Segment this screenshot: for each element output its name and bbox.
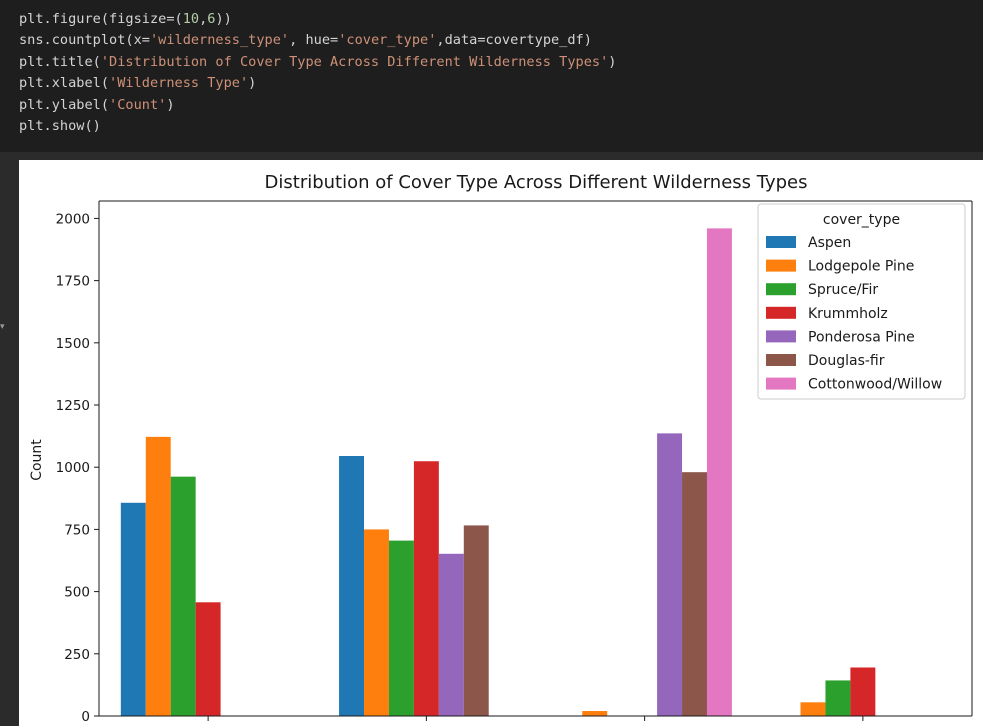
legend-swatch xyxy=(766,306,796,319)
legend-swatch xyxy=(766,283,796,296)
cell-output: Distribution of Cover Type Across Differ… xyxy=(19,160,983,726)
bar xyxy=(364,529,389,716)
bar xyxy=(145,436,171,716)
legend-label: Cottonwood/Willow xyxy=(808,377,942,393)
y-tick-label: 1250 xyxy=(56,398,90,414)
bars-group xyxy=(120,228,876,716)
y-tick-label: 750 xyxy=(64,522,90,538)
legend-label: Lodgepole Pine xyxy=(808,259,914,275)
bar xyxy=(339,456,365,716)
code-cell[interactable]: plt.figure(figsize=(10,6)) sns.countplot… xyxy=(0,0,983,152)
bar xyxy=(800,702,826,716)
output-gutter: ▾ xyxy=(0,152,19,726)
legend-swatch xyxy=(766,377,796,390)
legend-frame xyxy=(757,203,966,400)
code-line: plt.ylabel('Count') xyxy=(19,96,175,113)
bar xyxy=(657,433,683,716)
legend-swatch xyxy=(766,236,796,248)
legend-swatch xyxy=(766,330,796,343)
bar xyxy=(120,502,146,716)
legend: cover_type Aspen Lodgepole Pine Spruce/Fir K… xyxy=(757,203,966,400)
bar xyxy=(825,680,851,716)
y-tick-label: 250 xyxy=(64,647,90,663)
bar xyxy=(682,472,707,716)
legend-label: Spruce/Fir xyxy=(808,282,878,298)
bar xyxy=(413,461,439,716)
legend-swatch xyxy=(766,354,796,366)
code-line: sns.countplot(x='wilderness_type', hue='… xyxy=(19,32,592,49)
bar xyxy=(195,602,221,716)
legend-label: Krummholz xyxy=(808,306,888,322)
legend-title: cover_type xyxy=(823,212,900,228)
bar xyxy=(438,553,464,716)
y-axis-label: Count xyxy=(29,439,45,481)
y-tick-label: 1000 xyxy=(56,460,90,476)
chart-title: Distribution of Cover Type Across Differ… xyxy=(265,172,808,193)
collapse-output-icon[interactable]: ▾ xyxy=(0,322,5,332)
code-block[interactable]: plt.figure(figsize=(10,6)) sns.countplot… xyxy=(19,9,616,137)
bar xyxy=(463,525,489,716)
y-tick-label: 500 xyxy=(64,585,90,601)
bar xyxy=(850,667,876,716)
y-tick-label: 2000 xyxy=(56,211,90,227)
code-line: plt.show() xyxy=(19,118,101,135)
y-tick-label: 1750 xyxy=(56,274,90,290)
legend-label: Douglas-fir xyxy=(808,353,885,369)
code-line: plt.xlabel('Wilderness Type') xyxy=(19,75,257,92)
countplot-chart: Distribution of Cover Type Across Differ… xyxy=(29,172,973,725)
bar xyxy=(170,476,196,716)
bar xyxy=(706,228,732,716)
y-tick-label: 0 xyxy=(81,709,90,725)
legend-label: Aspen xyxy=(808,235,851,251)
bar xyxy=(582,711,608,716)
axes-group: 0 250 500 750 1000 1250 1500 1750 2000 xyxy=(56,200,973,725)
y-tick-label: 1500 xyxy=(56,336,90,352)
legend-label: Ponderosa Pine xyxy=(808,329,915,345)
bar xyxy=(388,540,414,716)
code-line: plt.figure(figsize=(10,6)) xyxy=(19,11,232,27)
code-line: plt.title('Distribution of Cover Type Ac… xyxy=(19,53,617,70)
legend-swatch xyxy=(766,259,796,272)
